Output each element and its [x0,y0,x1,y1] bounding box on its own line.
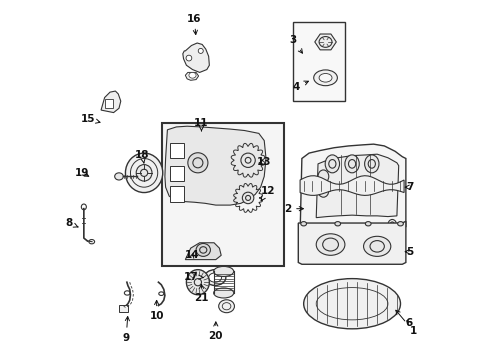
Bar [105,99,113,108]
Bar [169,166,183,181]
Ellipse shape [363,236,390,256]
Ellipse shape [218,300,234,313]
Ellipse shape [241,153,255,167]
Ellipse shape [344,155,359,173]
Polygon shape [316,154,398,218]
Text: 15: 15 [81,114,100,124]
Text: 12: 12 [260,186,274,201]
Ellipse shape [188,72,196,78]
Ellipse shape [317,184,328,197]
Polygon shape [101,91,121,113]
Ellipse shape [319,73,331,82]
Text: 9: 9 [122,316,129,343]
Polygon shape [300,176,403,195]
Ellipse shape [365,222,370,226]
Ellipse shape [125,153,163,193]
Polygon shape [314,34,336,50]
Text: 21: 21 [194,284,208,303]
Ellipse shape [196,243,210,256]
Text: 5: 5 [405,247,412,257]
Ellipse shape [187,153,207,173]
Polygon shape [298,221,405,264]
Text: 2: 2 [284,204,303,214]
Text: 18: 18 [135,150,149,163]
Ellipse shape [317,170,328,183]
Ellipse shape [198,48,203,53]
Text: 19: 19 [75,168,89,178]
Text: 20: 20 [208,322,223,341]
Ellipse shape [325,155,339,173]
Ellipse shape [303,279,400,329]
Ellipse shape [208,273,221,282]
Ellipse shape [397,222,403,226]
Bar [169,143,183,158]
Bar [119,305,128,312]
Ellipse shape [300,222,306,226]
Bar [169,186,183,202]
Text: 14: 14 [185,250,200,260]
Text: 16: 16 [187,14,201,35]
Ellipse shape [316,234,344,255]
Text: 6: 6 [405,319,412,328]
Ellipse shape [313,70,337,86]
Text: 17: 17 [183,272,203,282]
Ellipse shape [364,155,378,173]
Polygon shape [183,43,209,72]
Text: 11: 11 [194,118,208,131]
Polygon shape [185,72,198,80]
Text: 7: 7 [405,182,412,192]
Text: 3: 3 [289,35,302,53]
Ellipse shape [115,173,123,180]
Ellipse shape [186,270,209,295]
Ellipse shape [242,192,253,204]
Text: 10: 10 [149,300,163,321]
Ellipse shape [213,266,233,276]
Polygon shape [300,144,405,234]
Ellipse shape [387,220,396,230]
Polygon shape [185,243,221,260]
Text: 1: 1 [395,310,416,336]
Ellipse shape [136,165,152,181]
Text: 13: 13 [257,157,271,167]
Bar [292,22,344,101]
Text: 8: 8 [65,218,78,228]
Ellipse shape [204,270,225,285]
Ellipse shape [213,288,233,298]
Polygon shape [164,126,265,205]
Ellipse shape [334,222,340,226]
Bar [162,123,284,266]
Ellipse shape [185,55,191,61]
Text: 4: 4 [292,81,308,92]
